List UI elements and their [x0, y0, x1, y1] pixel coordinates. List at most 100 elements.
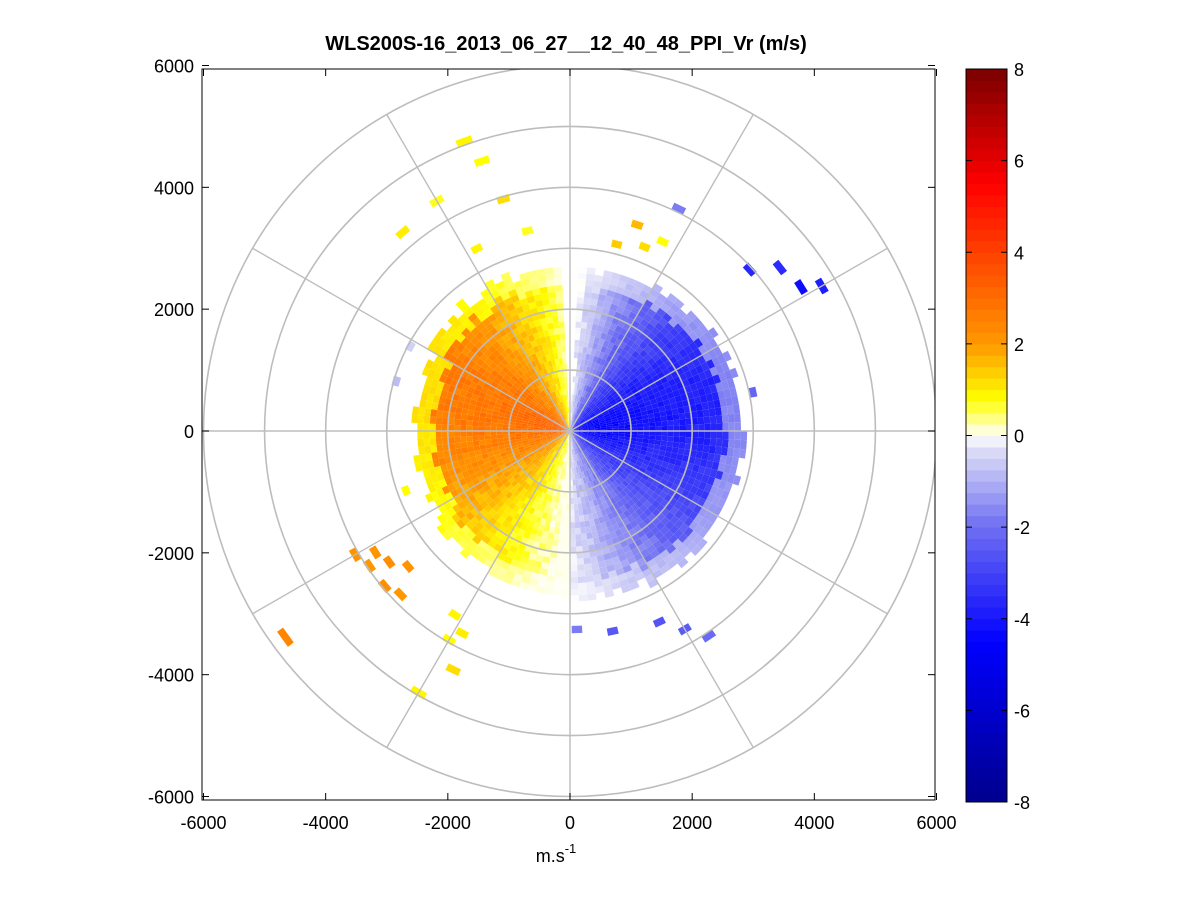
velocity-gate — [442, 410, 450, 419]
velocity-gate — [559, 415, 564, 422]
velocity-gate — [622, 412, 629, 417]
velocity-gate — [578, 484, 583, 492]
velocity-gate — [567, 479, 570, 486]
velocity-gate — [594, 311, 602, 320]
velocity-gate — [422, 468, 431, 479]
velocity-gate — [642, 568, 653, 578]
velocity-gate — [588, 431, 595, 434]
velocity-gate — [462, 402, 470, 410]
velocity-gate — [553, 444, 559, 450]
velocity-gate — [519, 450, 527, 456]
velocity-gate — [536, 325, 544, 333]
colorbar-step — [966, 69, 1007, 81]
velocity-gate — [621, 375, 630, 383]
velocity-gate — [516, 416, 523, 421]
velocity-gate — [545, 425, 553, 429]
velocity-gate — [713, 399, 721, 409]
velocity-gate — [463, 544, 474, 555]
velocity-gate — [607, 570, 618, 579]
velocity-gate — [600, 425, 607, 428]
velocity-gate — [617, 400, 625, 407]
velocity-gate — [643, 353, 652, 362]
velocity-gate — [598, 503, 605, 511]
velocity-gate — [549, 488, 555, 496]
velocity-gate — [557, 429, 564, 431]
velocity-gate — [467, 539, 478, 550]
velocity-gate — [536, 490, 543, 498]
colorbar-step — [966, 378, 1007, 391]
velocity-gate — [597, 441, 605, 446]
velocity-gate — [477, 459, 485, 466]
velocity-gate — [430, 445, 438, 453]
velocity-gate — [476, 554, 487, 564]
velocity-gate — [643, 313, 653, 323]
velocity-gate — [629, 561, 640, 571]
velocity-gate — [568, 412, 570, 419]
velocity-gate — [592, 406, 599, 412]
velocity-gate — [634, 412, 642, 418]
velocity-gate — [571, 467, 575, 474]
velocity-gate — [454, 418, 461, 426]
velocity-gate — [509, 367, 517, 375]
velocity-gate — [577, 453, 581, 460]
velocity-gate — [508, 359, 517, 368]
velocity-gate — [483, 349, 493, 358]
velocity-gate — [644, 573, 656, 583]
velocity-gate — [589, 374, 595, 381]
velocity-gate — [562, 497, 567, 504]
velocity-gate — [505, 363, 513, 371]
velocity-gate — [589, 304, 597, 312]
velocity-gate — [510, 559, 520, 568]
velocity-gate — [646, 331, 656, 341]
velocity-gate — [581, 432, 589, 435]
velocity-gate — [635, 441, 643, 447]
velocity-gate — [488, 480, 496, 489]
velocity-gate — [562, 442, 566, 449]
velocity-gate — [594, 447, 601, 453]
velocity-gate — [539, 409, 546, 415]
velocity-gate — [671, 447, 679, 454]
velocity-gate — [597, 402, 604, 408]
velocity-gate — [534, 338, 542, 346]
velocity-gate — [593, 579, 604, 588]
velocity-gate — [609, 575, 620, 584]
velocity-gate — [646, 521, 656, 531]
velocity-gate — [527, 270, 537, 279]
velocity-gate — [532, 407, 540, 413]
velocity-gate — [548, 448, 554, 454]
velocity-gate — [534, 437, 541, 441]
velocity-gate — [623, 487, 631, 495]
velocity-gate — [475, 322, 486, 332]
velocity-gate — [557, 417, 562, 423]
velocity-gate — [549, 440, 556, 446]
azimuth-spoke — [386, 114, 571, 432]
colorbar-step — [966, 653, 1007, 666]
velocity-gate — [484, 331, 494, 341]
velocity-gate — [606, 426, 613, 430]
velocity-gate — [646, 308, 657, 318]
velocity-gate — [535, 452, 542, 458]
velocity-gate — [545, 402, 551, 409]
velocity-gate — [538, 455, 545, 462]
velocity-gate — [601, 276, 612, 284]
velocity-gate — [503, 480, 511, 489]
velocity-gate — [659, 564, 671, 575]
x-tick-label: 2000 — [672, 813, 712, 833]
velocity-gate — [501, 455, 509, 461]
velocity-gate — [508, 544, 518, 554]
velocity-gate — [558, 426, 565, 429]
velocity-gate — [713, 453, 721, 463]
velocity-gate — [436, 410, 444, 418]
velocity-gate — [559, 333, 566, 341]
velocity-gate — [557, 472, 562, 479]
velocity-gate — [714, 446, 722, 455]
velocity-gate — [591, 440, 598, 445]
velocity-gate — [623, 439, 631, 444]
velocity-gate — [579, 490, 584, 498]
velocity-gate — [554, 483, 559, 491]
velocity-gate — [593, 434, 601, 438]
velocity-gate — [708, 445, 716, 454]
velocity-gate — [559, 364, 564, 371]
velocity-gate — [516, 414, 524, 419]
velocity-gate — [420, 461, 429, 471]
